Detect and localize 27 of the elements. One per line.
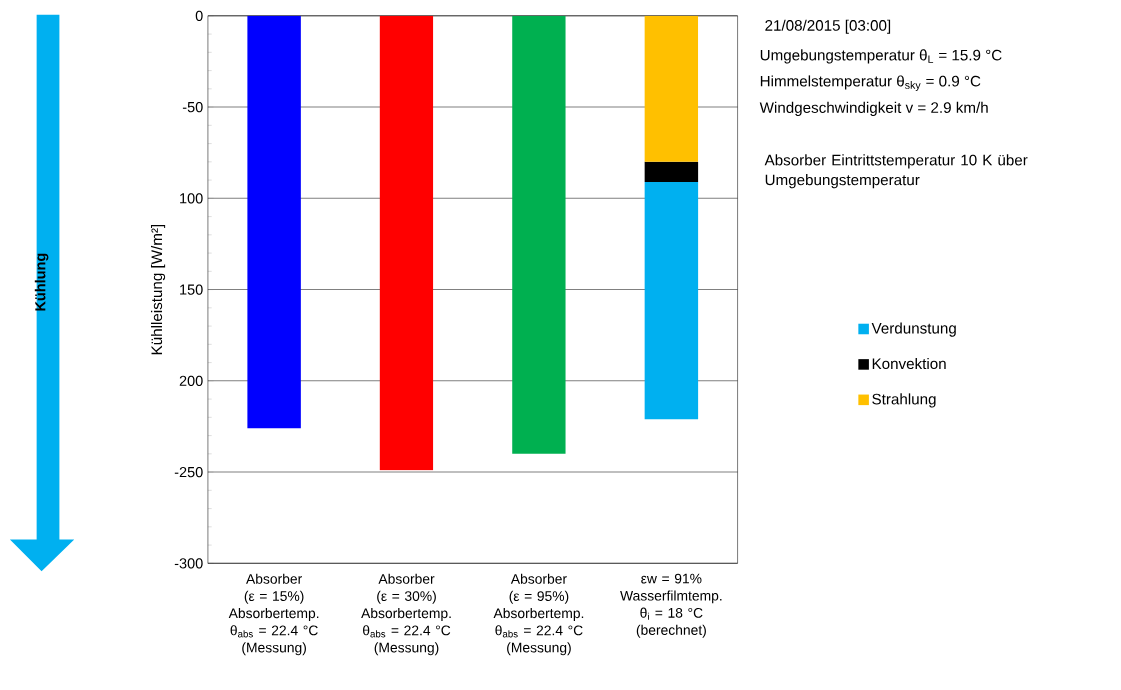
y-tick-label: -250 bbox=[174, 466, 203, 478]
y-tick-label: 0 bbox=[195, 10, 203, 21]
text: 21/08/2015 [03:00] bbox=[765, 19, 891, 34]
x-tick-label: Absorber (ε = 15%) Absorbertemp. θ$_{abs}$ = 22.4 °C (Messung) bbox=[228, 573, 319, 656]
y-tick-label: 150 bbox=[180, 284, 203, 295]
legend-label: Verdunstung bbox=[871, 322, 956, 337]
bar bbox=[644, 181, 699, 420]
text: Himmelstemperatur θ$_{sky}$ = 0.9 °C bbox=[760, 75, 981, 91]
x-tick-label: Absorber (ε = 30%) Absorbertemp. θ$_{abs}$ = 22.4 °C (Messung) bbox=[361, 573, 451, 656]
bar bbox=[379, 15, 434, 471]
y-axis-title: Kühlleistung [W/m²] bbox=[150, 224, 166, 355]
text: Umgebungstemperatur θ$_{L}$ = 15.9 °C bbox=[760, 49, 1002, 64]
y-tick-label: -50 bbox=[182, 101, 203, 113]
y-tick-label: 100 bbox=[180, 193, 203, 204]
bar bbox=[644, 161, 699, 182]
y-tick-label: 200 bbox=[179, 375, 203, 386]
bar bbox=[247, 15, 301, 429]
legend-label: Konvektion bbox=[872, 357, 946, 370]
bar bbox=[512, 15, 566, 454]
legend-label: Strahlung bbox=[872, 393, 936, 408]
x-tick-label: εw = 91% Wasserfilmtemp. θ$_{i}$ = 18 °C (berechnet) bbox=[620, 573, 722, 638]
text: Kühlung bbox=[34, 253, 49, 311]
text: Absorber Eintrittstemperatur 10 K über Umgebungstemperatur bbox=[764, 154, 1028, 189]
bar bbox=[644, 15, 699, 162]
text: Windgeschwindigkeit v = 2.9 km/h bbox=[759, 101, 988, 116]
y-tick-label: -300 bbox=[174, 558, 203, 569]
x-tick-label: Absorber (ε = 95%) Absorbertemp. θ$_{abs}$ = 22.4 °C (Messung) bbox=[493, 573, 584, 656]
